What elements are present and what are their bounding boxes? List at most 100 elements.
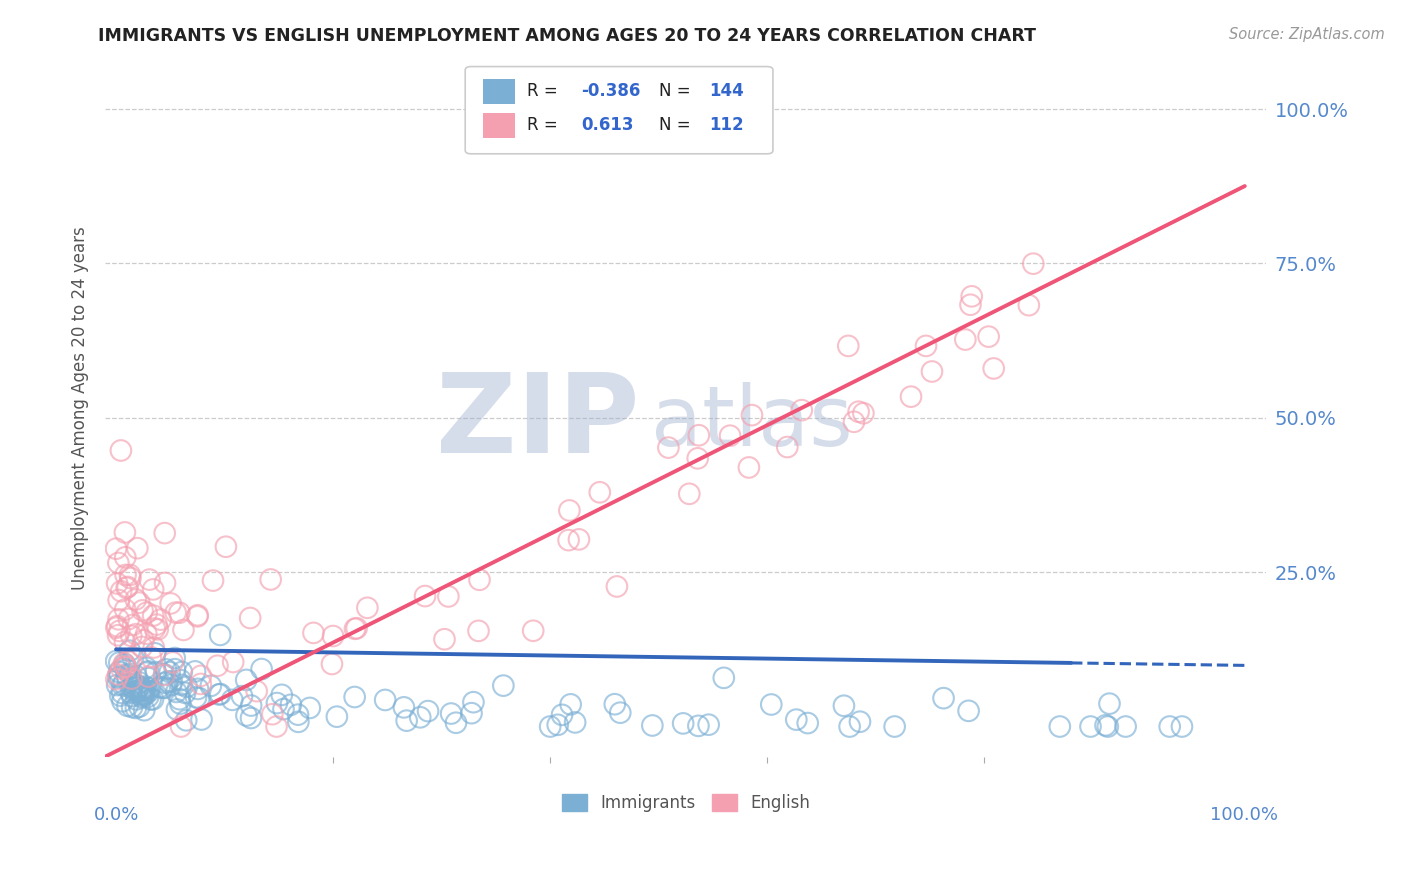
Point [187, 608, 209, 623]
Point [790, 403, 813, 417]
Bar [482, 112, 515, 137]
Point [558, 503, 581, 517]
Bar [482, 79, 515, 104]
Point [165, 685, 187, 699]
Point [761, 698, 783, 712]
Point [832, 698, 855, 713]
Text: Source: ZipAtlas.com: Source: ZipAtlas.com [1229, 27, 1385, 42]
Point [209, 687, 232, 701]
Point [172, 623, 194, 637]
Point [560, 698, 582, 712]
Point [409, 710, 432, 724]
Point [468, 573, 491, 587]
Point [188, 691, 211, 706]
Point [713, 671, 735, 685]
Point [138, 573, 160, 587]
Point [356, 600, 378, 615]
Point [136, 665, 159, 679]
Text: 100.0%: 100.0% [1211, 806, 1278, 824]
Point [146, 623, 169, 637]
Point [609, 706, 631, 720]
Point [153, 526, 176, 541]
Point [741, 408, 763, 422]
Point [697, 717, 720, 731]
Point [202, 574, 225, 588]
Point [260, 573, 283, 587]
Point [134, 688, 156, 702]
Point [149, 680, 172, 694]
Point [190, 713, 212, 727]
Point [159, 665, 181, 680]
Point [132, 633, 155, 648]
Point [107, 556, 129, 570]
Point [107, 628, 129, 642]
Point [1115, 719, 1137, 733]
Point [326, 709, 349, 723]
Point [107, 671, 129, 685]
Point [273, 702, 295, 716]
Point [960, 289, 983, 303]
Point [153, 668, 176, 682]
Point [190, 677, 212, 691]
Point [156, 674, 179, 689]
Point [776, 440, 799, 454]
Point [114, 525, 136, 540]
Point [1094, 718, 1116, 732]
Point [117, 673, 139, 687]
Point [977, 329, 1000, 343]
Point [838, 719, 860, 733]
Point [110, 443, 132, 458]
Point [170, 673, 193, 688]
Point [160, 674, 183, 689]
Point [169, 692, 191, 706]
Point [547, 718, 569, 732]
Point [105, 619, 128, 633]
Point [108, 624, 131, 638]
Point [392, 700, 415, 714]
Point [796, 716, 818, 731]
Point [932, 691, 955, 706]
Point [718, 428, 741, 442]
Text: R =: R = [527, 82, 558, 100]
Point [111, 678, 134, 692]
Point [122, 618, 145, 632]
Text: 0.613: 0.613 [581, 116, 634, 134]
Point [551, 707, 574, 722]
Point [134, 680, 156, 694]
Point [738, 460, 761, 475]
Text: IMMIGRANTS VS ENGLISH UNEMPLOYMENT AMONG AGES 20 TO 24 YEARS CORRELATION CHART: IMMIGRANTS VS ENGLISH UNEMPLOYMENT AMONG… [98, 27, 1036, 45]
Point [132, 688, 155, 702]
Point [135, 626, 157, 640]
Point [209, 628, 232, 642]
Point [346, 621, 368, 635]
Point [184, 690, 207, 705]
Point [132, 683, 155, 698]
Point [155, 662, 177, 676]
Point [139, 692, 162, 706]
Text: 144: 144 [709, 82, 744, 100]
Point [444, 715, 467, 730]
Point [108, 665, 131, 679]
Point [460, 706, 482, 721]
Point [121, 689, 143, 703]
Point [162, 656, 184, 670]
Point [128, 699, 150, 714]
Point [266, 696, 288, 710]
Point [1097, 719, 1119, 733]
Point [915, 339, 938, 353]
Point [1080, 719, 1102, 733]
Point [121, 681, 143, 695]
Point [114, 568, 136, 582]
Point [883, 719, 905, 733]
Point [152, 681, 174, 695]
Point [117, 655, 139, 669]
Point [132, 683, 155, 698]
Point [163, 651, 186, 665]
Y-axis label: Unemployment Among Ages 20 to 24 years: Unemployment Among Ages 20 to 24 years [72, 227, 89, 591]
Legend: Immigrants, English: Immigrants, English [555, 788, 817, 819]
Point [108, 669, 131, 683]
Point [1022, 257, 1045, 271]
Point [105, 654, 128, 668]
Point [110, 662, 132, 676]
Point [343, 622, 366, 636]
